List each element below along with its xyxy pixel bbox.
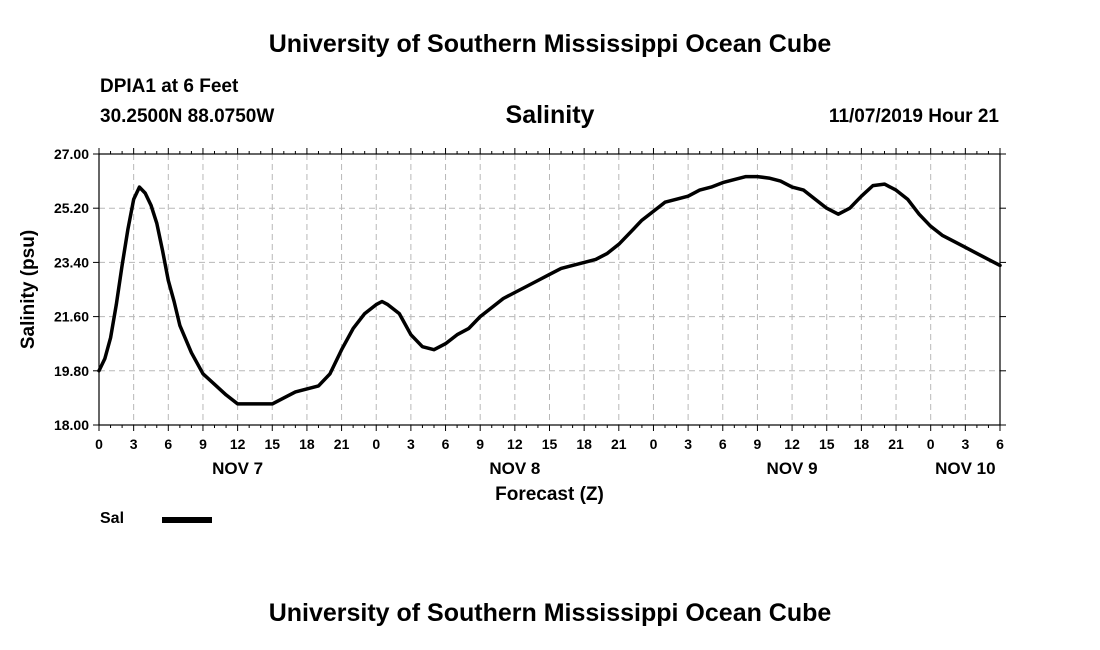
y-axis-title: Salinity (psu)	[18, 230, 39, 349]
y-tick-label: 23.40	[54, 254, 89, 270]
date-label: NOV 9	[767, 459, 818, 478]
x-tick-label: 18	[299, 436, 315, 452]
x-tick-label: 18	[854, 436, 870, 452]
x-tick-label: 15	[819, 436, 835, 452]
x-tick-label: 9	[476, 436, 484, 452]
x-tick-label: 12	[784, 436, 800, 452]
x-tick-label: 15	[542, 436, 558, 452]
x-tick-label: 3	[407, 436, 415, 452]
x-tick-label: 6	[442, 436, 450, 452]
x-tick-label: 6	[996, 436, 1004, 452]
x-axis-title: Forecast (Z)	[495, 484, 604, 505]
date-label: NOV 10	[935, 459, 995, 478]
plot-frame	[98, 153, 1001, 426]
x-tick-label: 3	[961, 436, 969, 452]
x-tick-label: 6	[164, 436, 172, 452]
date-label: NOV 7	[212, 459, 263, 478]
x-tick-label: 0	[650, 436, 658, 452]
x-tick-label: 21	[888, 436, 904, 452]
x-tick-label: 3	[130, 436, 138, 452]
x-tick-label: 0	[372, 436, 380, 452]
x-tick-label: 9	[199, 436, 207, 452]
chart-main-title: University of Southern Mississippi Ocean…	[268, 30, 832, 58]
x-tick-label: 9	[754, 436, 762, 452]
station-name: DPIA1 at 6 Feet	[100, 76, 239, 97]
x-tick-label: 3	[684, 436, 692, 452]
x-tick-label: 0	[927, 436, 935, 452]
y-tick-label: 27.00	[54, 146, 89, 162]
x-tick-label: 15	[264, 436, 280, 452]
forecast-datetime: 11/07/2019 Hour 21	[828, 106, 999, 127]
series-line-sal	[97, 174, 1002, 406]
date-label: NOV 8	[489, 459, 540, 478]
x-tick-label: 12	[230, 436, 246, 452]
legend-line-swatch	[162, 517, 212, 523]
x-tick-label: 0	[95, 436, 103, 452]
x-tick-label: 6	[719, 436, 727, 452]
x-tick-label: 12	[507, 436, 523, 452]
x-tick-label: 18	[576, 436, 592, 452]
x-tick-label: 21	[334, 436, 350, 452]
footer-title: University of Southern Mississippi Ocean…	[268, 599, 832, 627]
x-tick-label: 21	[611, 436, 627, 452]
variable-title: Salinity	[505, 101, 595, 129]
y-tick-label: 21.60	[54, 309, 89, 325]
legend-label: Sal	[100, 510, 125, 527]
station-coordinates: 30.2500N 88.0750W	[100, 106, 275, 127]
y-tick-label: 18.00	[54, 417, 89, 433]
y-tick-label: 19.80	[54, 363, 89, 379]
y-tick-label: 25.20	[54, 200, 89, 216]
